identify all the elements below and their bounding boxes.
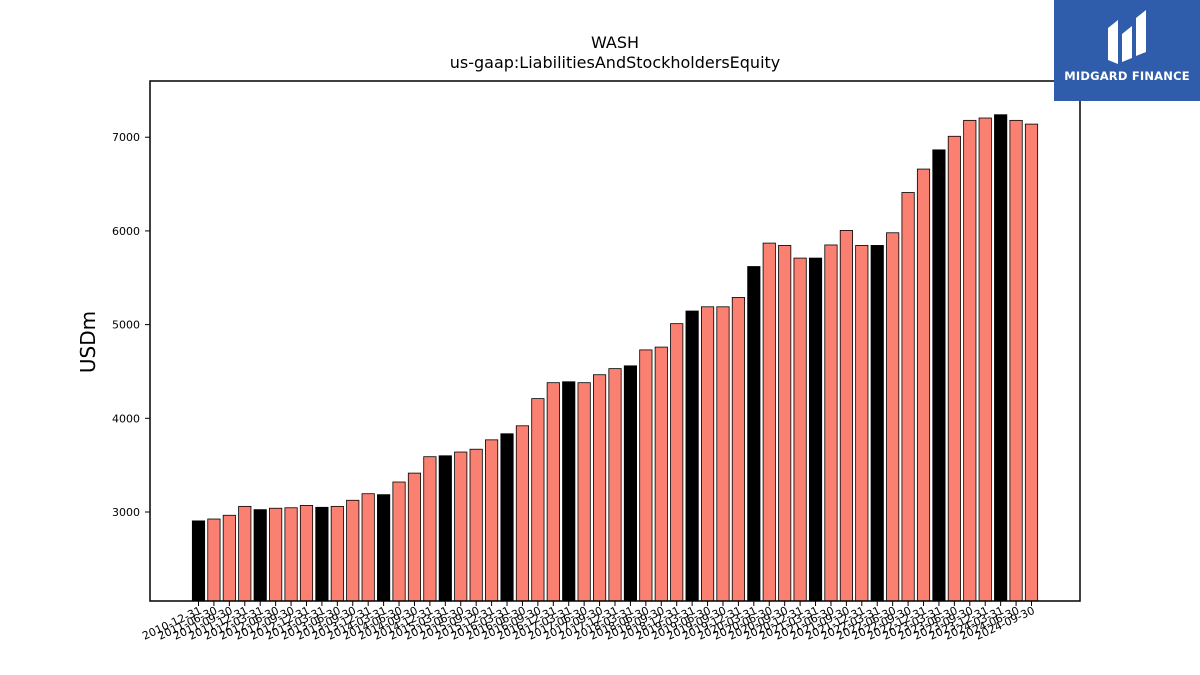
- bar-2023-06-30: [963, 119, 977, 602]
- bar-2016-09-30: [546, 382, 560, 602]
- x-axis: 2010-12-312011-06-302011-09-302011-12-31…: [140, 601, 1037, 643]
- bar-2021-06-30: [839, 230, 853, 602]
- bar-2023-12-31: [994, 114, 1008, 602]
- bar-2014-09-30: [423, 456, 437, 602]
- midgard-logo-icon: [1108, 10, 1146, 64]
- bar-2016-06-30: [531, 398, 545, 602]
- bar-2019-03-31: [700, 306, 715, 602]
- bar-2019-12-31: [747, 266, 761, 602]
- bar-2022-03-31: [886, 232, 900, 602]
- bar-2022-12-31: [932, 149, 946, 602]
- bar-2013-06-30: [346, 499, 360, 602]
- bar-2018-12-31: [685, 310, 699, 602]
- bar-2014-12-31: [438, 455, 452, 602]
- bar-2019-09-30: [731, 297, 745, 602]
- bar-2021-09-30: [855, 245, 869, 602]
- bar-2014-03-31: [392, 481, 406, 602]
- chart-title: WASH: [591, 33, 639, 52]
- bar-2018-03-31: [639, 349, 653, 602]
- bar-2018-09-30: [670, 323, 684, 602]
- logo-text: MIDGARD FINANCE: [1064, 69, 1190, 83]
- bar-2016-12-31: [562, 381, 576, 602]
- bar-2014-06-30: [407, 472, 422, 602]
- y-tick-label: 4000: [112, 412, 140, 425]
- bar-2017-06-30: [593, 374, 607, 602]
- plot-area-frame: [149, 80, 1081, 602]
- bar-2018-06-30: [654, 346, 668, 602]
- bar-2011-12-31: [253, 509, 267, 602]
- bar-2015-09-30: [485, 439, 499, 602]
- y-axis-label: USDm: [76, 311, 100, 373]
- y-tick-label: 7000: [112, 131, 140, 144]
- bar-2012-03-31: [269, 507, 283, 602]
- bar-2017-09-30: [608, 368, 622, 602]
- bar-2011-03-31: [207, 518, 221, 602]
- y-tick-label: 6000: [112, 225, 140, 238]
- bar-2021-12-31: [870, 245, 884, 602]
- bar-2015-06-30: [469, 448, 483, 602]
- bar-2019-06-30: [716, 306, 730, 602]
- bar-2023-09-30: [978, 117, 992, 602]
- bar-2021-03-31: [824, 244, 838, 602]
- bar-2015-12-31: [500, 433, 514, 602]
- bar-2024-06-30: [1024, 123, 1039, 602]
- bar-2013-03-31: [330, 505, 344, 602]
- bar-2024-03-31: [1009, 119, 1023, 602]
- bar-2010-12-31: [191, 520, 206, 602]
- bar-2011-06-30: [222, 514, 236, 602]
- bar-2023-03-31: [947, 135, 961, 602]
- bar-2020-06-30: [778, 245, 792, 602]
- bar-2013-12-31: [377, 494, 391, 602]
- chart-subtitle: us-gaap:LiabilitiesAndStockholdersEquity: [450, 53, 781, 72]
- bar-2016-03-31: [515, 425, 530, 602]
- bar-2012-06-30: [284, 507, 298, 602]
- midgard-finance-logo: MIDGARD FINANCE: [1054, 0, 1200, 101]
- bar-2015-03-31: [454, 451, 468, 602]
- bar-2022-09-30: [916, 168, 931, 602]
- bar-2012-12-31: [315, 506, 329, 602]
- bar-2017-12-31: [623, 365, 638, 602]
- y-tick-label: 5000: [112, 319, 140, 332]
- bar-2020-03-31: [762, 242, 776, 602]
- bar-2020-09-30: [793, 257, 807, 602]
- bar-2020-12-31: [808, 257, 823, 602]
- bar-2017-03-31: [577, 382, 591, 602]
- bar-2012-09-30: [299, 505, 314, 602]
- bar-2011-09-30: [238, 505, 252, 602]
- bar-2013-09-30: [361, 493, 375, 602]
- y-tick-label: 3000: [112, 506, 140, 519]
- bars-group: [191, 114, 1039, 602]
- y-axis: 3000 4000 5000 6000 7000: [112, 131, 150, 519]
- bar-2022-06-30: [901, 192, 915, 602]
